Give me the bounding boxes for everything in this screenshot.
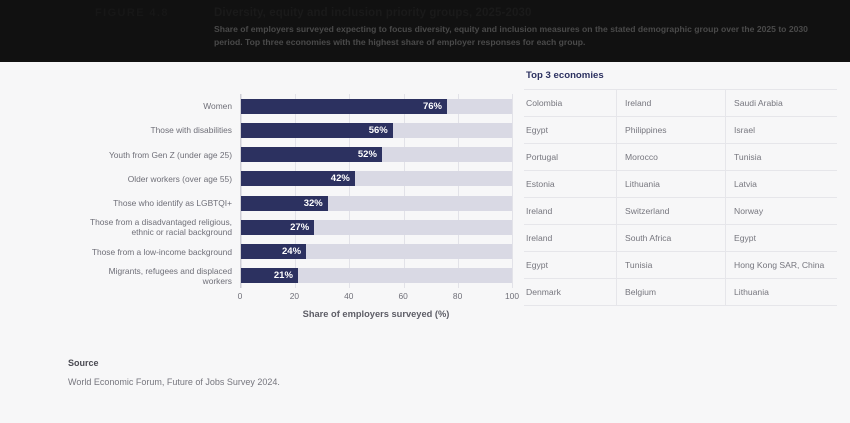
table-cell: Lithuania bbox=[616, 170, 726, 198]
chart-x-axis: 0 20 40 60 80 100 bbox=[237, 288, 519, 306]
bar-row: 21% bbox=[241, 268, 512, 284]
bar-fill: 24% bbox=[241, 244, 307, 260]
source-label: Source bbox=[68, 358, 99, 368]
table-cell: Switzerland bbox=[616, 197, 726, 225]
bar-row: 27% bbox=[241, 219, 512, 235]
bar-fill: 21% bbox=[241, 268, 298, 284]
bar-row: 32% bbox=[241, 195, 512, 211]
bar-row: 42% bbox=[241, 171, 512, 187]
table-cell: Egypt bbox=[524, 116, 617, 144]
bar-fill: 32% bbox=[241, 195, 328, 211]
bar-row: 76% bbox=[241, 98, 512, 114]
figure-body: Women Those with disabilities Youth from G… bbox=[0, 62, 850, 423]
gridline bbox=[241, 94, 242, 288]
top-economies-panel: Top 3 economies Colombia Ireland Saudi Ara… bbox=[524, 70, 837, 306]
bar-fill: 42% bbox=[241, 171, 355, 187]
table-cell: Tunisia bbox=[725, 143, 837, 171]
top-economies-title: Top 3 economies bbox=[526, 70, 604, 81]
x-axis-tick: 0 bbox=[237, 291, 243, 301]
gridline bbox=[349, 94, 351, 288]
table-cell: Hong Kong SAR, China bbox=[725, 251, 837, 279]
figure-number-label: FIGURE 4.8 bbox=[95, 7, 169, 19]
table-cell: Morocco bbox=[616, 143, 726, 171]
table-cell: Norway bbox=[725, 197, 837, 225]
table-cell: Israel bbox=[725, 116, 837, 144]
table-cell: Saudi Arabia bbox=[725, 89, 837, 117]
bar-row: 56% bbox=[241, 122, 512, 138]
x-axis-tick: 40 bbox=[344, 291, 354, 301]
figure-title: Diversity, equity and inclusion priority… bbox=[214, 7, 532, 19]
bar-value-label: 27% bbox=[290, 221, 310, 233]
table-cell: Philippines bbox=[616, 116, 726, 144]
table-row: Ireland Switzerland Norway bbox=[524, 197, 837, 225]
chart-plot-area: 76% 56% 52% 42% 32% 27% 24% 21% bbox=[240, 94, 513, 288]
table-cell: Belgium bbox=[616, 278, 726, 306]
x-axis-tick: 100 bbox=[505, 291, 519, 301]
bar-fill: 52% bbox=[241, 147, 382, 163]
table-cell: Ireland bbox=[524, 197, 617, 225]
bar-value-label: 42% bbox=[330, 173, 350, 185]
bar-value-label: 32% bbox=[303, 197, 323, 209]
bar-value-label: 24% bbox=[282, 246, 302, 258]
table-row: Denmark Belgium Lithuania bbox=[524, 278, 837, 306]
table-row: Portugal Morocco Tunisia bbox=[524, 143, 837, 171]
x-axis-tick: 80 bbox=[452, 291, 463, 301]
bar-value-label: 56% bbox=[368, 124, 388, 136]
table-cell: Denmark bbox=[524, 278, 617, 306]
table-row: Estonia Lithuania Latvia bbox=[524, 170, 837, 198]
bar-row: 24% bbox=[241, 244, 512, 260]
figure-subtitle: Share of employers surveyed expecting to… bbox=[214, 24, 808, 47]
bar-row: 52% bbox=[241, 147, 512, 163]
table-cell: Portugal bbox=[524, 143, 617, 171]
bar-fill: 27% bbox=[241, 219, 315, 235]
gridline bbox=[512, 94, 513, 288]
category-label: Women bbox=[203, 101, 232, 112]
table-cell: Ireland bbox=[524, 224, 617, 252]
gridline bbox=[457, 94, 459, 288]
bar-track bbox=[241, 244, 512, 260]
figure-title-block: Diversity, equity and inclusion priority… bbox=[214, 6, 834, 49]
bar-fill: 56% bbox=[241, 122, 393, 138]
bar-chart: Women Those with disabilities Youth from G… bbox=[60, 94, 519, 356]
source-text: World Economic Forum, Future of Jobs Sur… bbox=[68, 377, 280, 387]
category-label: Those from a disadvantaged religious, eth… bbox=[90, 217, 232, 238]
gridline bbox=[295, 94, 297, 288]
bar-track bbox=[241, 268, 512, 284]
gridline bbox=[403, 94, 405, 288]
x-axis-tick: 20 bbox=[289, 291, 300, 301]
bar-value-label: 21% bbox=[273, 270, 293, 282]
table-cell: Estonia bbox=[524, 170, 617, 198]
figure-header-band: FIGURE 4.8 Diversity, equity and inclusi… bbox=[0, 0, 850, 62]
chart-x-axis-title: Share of employers surveyed (%) bbox=[302, 309, 450, 319]
category-label: Those with disabilities bbox=[150, 125, 232, 136]
category-label: Those who identify as LGBTQI+ bbox=[113, 198, 232, 209]
table-row: Ireland South Africa Egypt bbox=[524, 224, 837, 252]
top-economies-table: Colombia Ireland Saudi Arabia Egypt Philippi… bbox=[524, 89, 837, 306]
table-cell: Egypt bbox=[725, 224, 837, 252]
table-cell: Latvia bbox=[725, 170, 837, 198]
table-cell: Lithuania bbox=[725, 278, 837, 306]
bar-value-label: 76% bbox=[422, 100, 442, 112]
table-cell: Colombia bbox=[524, 89, 617, 117]
bar-value-label: 52% bbox=[357, 149, 377, 161]
table-row: Egypt Tunisia Hong Kong SAR, China bbox=[524, 251, 837, 279]
chart-category-labels: Women Those with disabilities Youth from G… bbox=[60, 94, 232, 288]
category-label: Those from a low-income background bbox=[91, 246, 232, 257]
category-label: Older workers (over age 55) bbox=[127, 173, 232, 184]
table-cell: Egypt bbox=[524, 251, 617, 279]
table-cell: Tunisia bbox=[616, 251, 726, 279]
table-cell: South Africa bbox=[616, 224, 726, 252]
category-label: Youth from Gen Z (under age 25) bbox=[108, 149, 232, 160]
chart-bar-rows: 76% 56% 52% 42% 32% 27% 24% 21% bbox=[241, 94, 512, 288]
table-cell: Ireland bbox=[616, 89, 726, 117]
category-label: Migrants, refugees and displaced workers bbox=[108, 265, 232, 286]
source-block: Source World Economic Forum, Future of J… bbox=[68, 358, 280, 387]
table-row: Colombia Ireland Saudi Arabia bbox=[524, 89, 837, 117]
bar-fill: 76% bbox=[241, 98, 447, 114]
x-axis-tick: 60 bbox=[398, 291, 408, 301]
table-row: Egypt Philippines Israel bbox=[524, 116, 837, 144]
